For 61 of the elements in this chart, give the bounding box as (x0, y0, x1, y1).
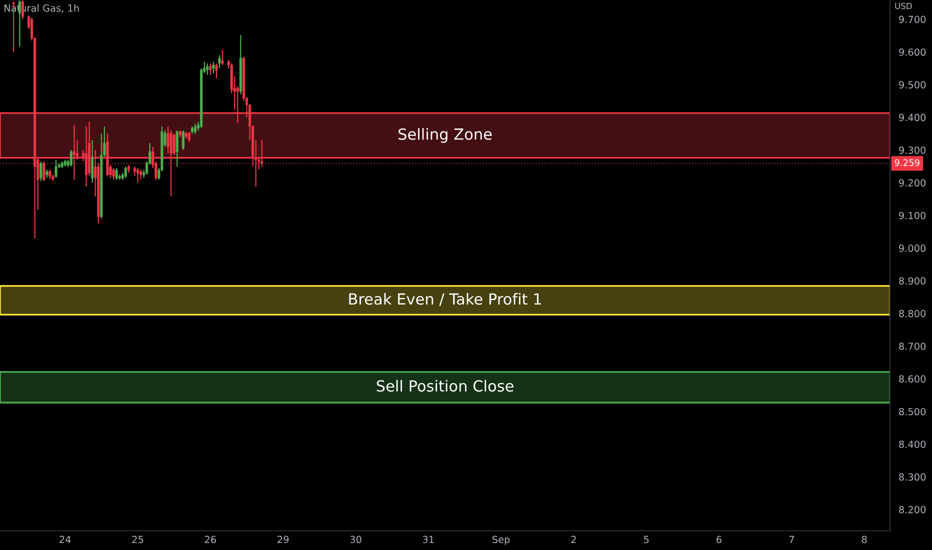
candlestick (54, 159, 58, 178)
x-tick-label: Sep (492, 536, 510, 546)
band-label: Selling Zone (398, 128, 492, 143)
candlestick (188, 131, 190, 142)
candlestick (209, 62, 212, 76)
x-tick-label: 6 (716, 536, 722, 544)
candlestick (136, 167, 140, 184)
y-tick-label: 9.200 (899, 179, 926, 187)
candlestick (182, 130, 184, 151)
candlestick (206, 62, 209, 76)
y-tick-label: 8.900 (899, 277, 926, 285)
band-label: Break Even / Take Profit 1 (349, 292, 541, 306)
candlestick (42, 160, 46, 182)
candlestick (194, 123, 197, 134)
y-tick-label: 8.800 (899, 310, 926, 318)
x-tick-label: 8 (862, 536, 867, 544)
candlestick (40, 160, 42, 182)
candlestick (218, 54, 221, 69)
x-tick-label: 24 (60, 536, 71, 543)
candlestick (124, 166, 127, 178)
y-tick-label: 9.300 (899, 146, 926, 154)
candlestick (221, 49, 224, 66)
y-tick-label: 8.700 (899, 342, 926, 350)
candlestick (48, 169, 52, 180)
y-tick-label: 8.500 (899, 408, 926, 416)
candlestick (215, 62, 218, 79)
candlestick (166, 126, 170, 154)
candlestick (70, 149, 72, 167)
candlestick (115, 167, 118, 180)
x-tick-label: 26 (204, 536, 216, 544)
band-label: Sell Position Close (376, 380, 514, 392)
candlestick (212, 61, 215, 74)
candlestick (170, 130, 172, 197)
candlestick (260, 139, 264, 168)
y-tick-label: 8.600 (899, 375, 926, 383)
x-tick-label: 25 (132, 536, 144, 544)
y-tick-label: 9.100 (899, 212, 926, 220)
ref-line-label: 9.259 (894, 159, 920, 166)
candlestick (140, 169, 142, 180)
x-tick-label: 30 (350, 536, 362, 544)
candlestick (236, 86, 239, 124)
x-tick-label: 29 (278, 536, 289, 544)
x-tick-label: 2 (571, 536, 576, 543)
x-tick-label: 31 (422, 536, 434, 544)
y-tick-label: 8.300 (899, 473, 926, 481)
candlestick (91, 140, 94, 184)
y-tick-label: 8.400 (899, 440, 926, 448)
y-tick-label: 9.600 (899, 48, 926, 56)
y-tick-label: 9.400 (899, 114, 926, 122)
candlestick (172, 133, 176, 156)
y-tick-label: 9.000 (899, 244, 926, 252)
candlestick (176, 130, 178, 168)
y-tick-label: 9.500 (899, 81, 926, 88)
y-tick-label: 8.200 (899, 506, 926, 514)
x-tick-label: 7 (789, 536, 794, 543)
candlestick (72, 124, 76, 180)
candlestick (85, 126, 88, 188)
y-tick-label: 9.700 (899, 16, 926, 24)
x-tick-label: 5 (644, 536, 649, 544)
candlestick (112, 167, 115, 180)
y-axis-title: USD (895, 2, 912, 10)
